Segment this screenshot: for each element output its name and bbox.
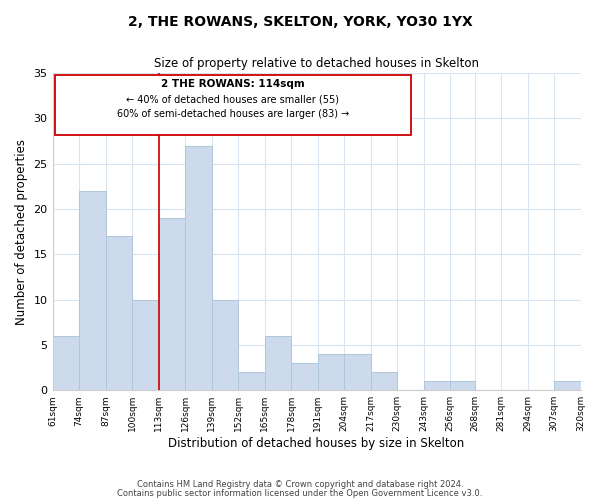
Bar [450, 381, 475, 390]
Bar [212, 300, 238, 390]
Bar [79, 191, 106, 390]
Bar [53, 336, 79, 390]
Text: Contains HM Land Registry data © Crown copyright and database right 2024.: Contains HM Land Registry data © Crown c… [137, 480, 463, 489]
Bar [158, 218, 185, 390]
Text: 2 THE ROWANS: 114sqm: 2 THE ROWANS: 114sqm [161, 80, 305, 90]
Bar [238, 372, 265, 390]
X-axis label: Distribution of detached houses by size in Skelton: Distribution of detached houses by size … [169, 437, 464, 450]
Text: 2, THE ROWANS, SKELTON, YORK, YO30 1YX: 2, THE ROWANS, SKELTON, YORK, YO30 1YX [128, 15, 472, 29]
Y-axis label: Number of detached properties: Number of detached properties [15, 138, 28, 324]
Bar [291, 363, 317, 390]
Title: Size of property relative to detached houses in Skelton: Size of property relative to detached ho… [154, 58, 479, 70]
Text: Contains public sector information licensed under the Open Government Licence v3: Contains public sector information licen… [118, 488, 482, 498]
Text: 60% of semi-detached houses are larger (83) →: 60% of semi-detached houses are larger (… [117, 110, 349, 120]
FancyBboxPatch shape [55, 75, 412, 134]
Bar [371, 372, 397, 390]
Bar [554, 381, 581, 390]
Bar [106, 236, 132, 390]
Bar [265, 336, 291, 390]
Bar [132, 300, 158, 390]
Bar [185, 146, 212, 390]
Bar [317, 354, 344, 390]
Bar [344, 354, 371, 390]
Bar [424, 381, 450, 390]
Text: ← 40% of detached houses are smaller (55): ← 40% of detached houses are smaller (55… [127, 95, 340, 105]
